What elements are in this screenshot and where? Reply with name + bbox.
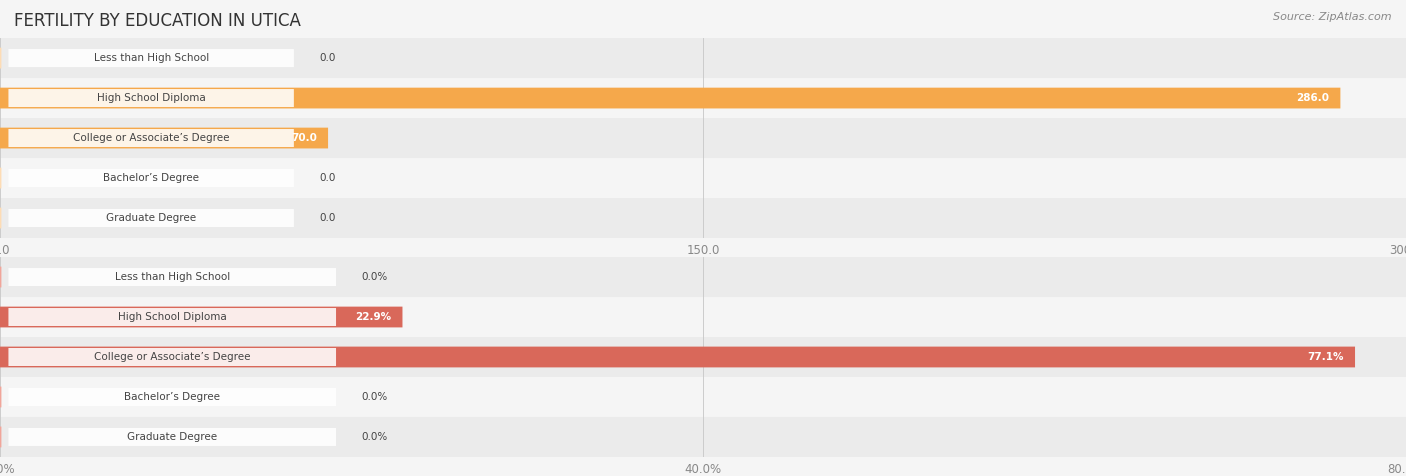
Text: 0.0: 0.0 (319, 53, 336, 63)
FancyBboxPatch shape (0, 48, 1, 69)
FancyBboxPatch shape (0, 307, 402, 327)
Text: Less than High School: Less than High School (94, 53, 208, 63)
FancyBboxPatch shape (0, 377, 1406, 417)
FancyBboxPatch shape (0, 297, 1406, 337)
FancyBboxPatch shape (0, 158, 1406, 198)
Text: 0.0: 0.0 (319, 213, 336, 223)
Text: 0.0%: 0.0% (361, 432, 388, 442)
Text: Less than High School: Less than High School (115, 272, 229, 282)
Text: 0.0%: 0.0% (361, 272, 388, 282)
FancyBboxPatch shape (8, 388, 336, 406)
FancyBboxPatch shape (0, 426, 1, 447)
Text: Source: ZipAtlas.com: Source: ZipAtlas.com (1274, 12, 1392, 22)
Text: Bachelor’s Degree: Bachelor’s Degree (103, 173, 200, 183)
Text: 0.0: 0.0 (319, 173, 336, 183)
Text: College or Associate’s Degree: College or Associate’s Degree (73, 133, 229, 143)
FancyBboxPatch shape (0, 267, 1, 288)
FancyBboxPatch shape (0, 88, 1340, 109)
Text: Bachelor’s Degree: Bachelor’s Degree (124, 392, 221, 402)
FancyBboxPatch shape (8, 308, 336, 326)
FancyBboxPatch shape (0, 168, 1, 188)
Text: 22.9%: 22.9% (356, 312, 391, 322)
FancyBboxPatch shape (8, 268, 336, 286)
FancyBboxPatch shape (0, 198, 1406, 238)
Text: FERTILITY BY EDUCATION IN UTICA: FERTILITY BY EDUCATION IN UTICA (14, 12, 301, 30)
Text: College or Associate’s Degree: College or Associate’s Degree (94, 352, 250, 362)
FancyBboxPatch shape (0, 347, 1355, 367)
FancyBboxPatch shape (8, 129, 294, 147)
FancyBboxPatch shape (0, 387, 1, 407)
Text: High School Diploma: High School Diploma (118, 312, 226, 322)
Text: 0.0%: 0.0% (361, 392, 388, 402)
Text: 77.1%: 77.1% (1308, 352, 1344, 362)
FancyBboxPatch shape (0, 78, 1406, 118)
FancyBboxPatch shape (0, 257, 1406, 297)
FancyBboxPatch shape (8, 428, 336, 446)
Text: High School Diploma: High School Diploma (97, 93, 205, 103)
Text: Graduate Degree: Graduate Degree (105, 213, 197, 223)
FancyBboxPatch shape (0, 38, 1406, 78)
FancyBboxPatch shape (8, 348, 336, 366)
Text: Graduate Degree: Graduate Degree (127, 432, 218, 442)
Text: 70.0: 70.0 (291, 133, 316, 143)
FancyBboxPatch shape (8, 169, 294, 187)
FancyBboxPatch shape (0, 337, 1406, 377)
FancyBboxPatch shape (0, 128, 328, 149)
FancyBboxPatch shape (8, 209, 294, 227)
Text: 286.0: 286.0 (1296, 93, 1329, 103)
FancyBboxPatch shape (0, 208, 1, 228)
FancyBboxPatch shape (0, 118, 1406, 158)
FancyBboxPatch shape (8, 89, 294, 107)
FancyBboxPatch shape (8, 49, 294, 67)
FancyBboxPatch shape (0, 417, 1406, 457)
